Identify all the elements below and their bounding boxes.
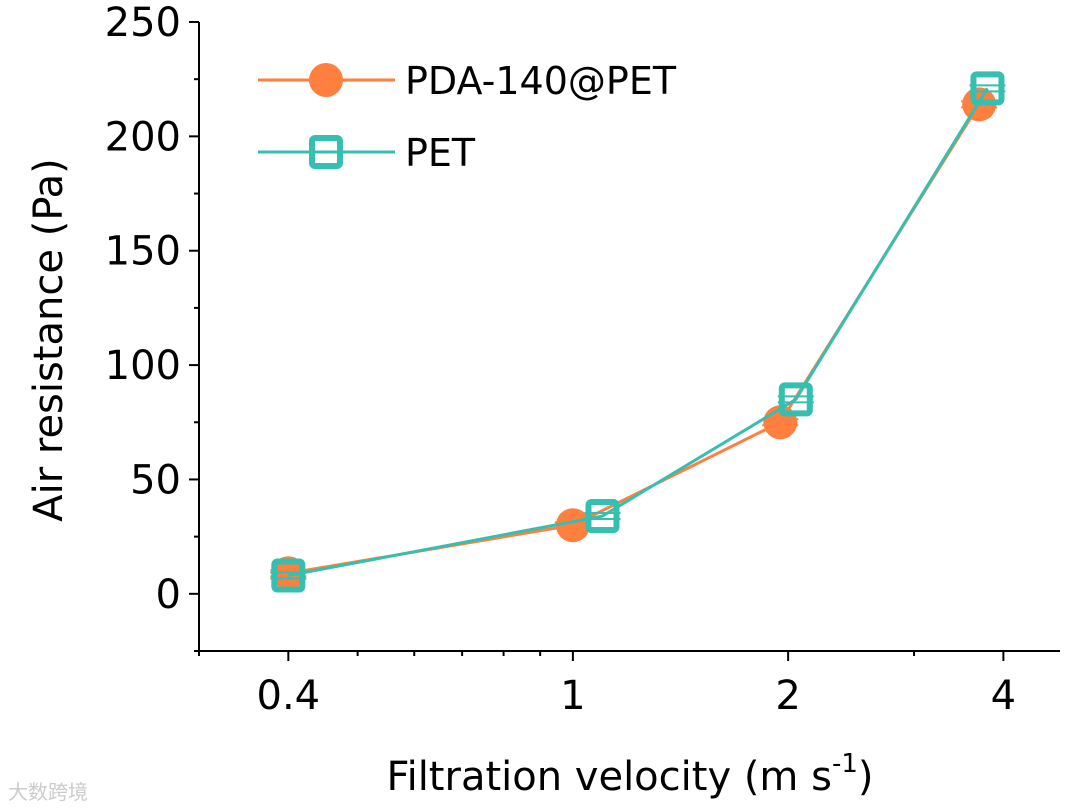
x-axis-label-sup: -1 [832,749,858,779]
legend-marker [309,135,343,169]
data-point [271,558,306,593]
watermark: 大数跨境 [8,780,88,804]
y-axis-label: Air resistance (Pa) [26,158,72,522]
x-axis-label: Filtration velocity (m s-1) [386,749,873,800]
series-line [288,87,989,577]
y-tick-label: 200 [105,114,181,160]
y-tick-label: 150 [105,229,181,275]
data-point [970,71,1005,106]
data-point [555,508,590,543]
y-tick-label: 100 [105,343,181,389]
legend-item: PDA-140@PET [258,59,677,103]
legend: PDA-140@PET PET [258,59,677,175]
y-tick-label: 250 [105,0,181,46]
x-tick-label: 0.4 [257,673,321,719]
x-tick-label: 4 [991,673,1016,719]
legend-label: PET [405,131,476,175]
series-pet [270,71,1006,593]
series-group [270,71,1006,593]
x-tick-label: 2 [775,673,800,719]
x-axis-label-end: ) [858,754,874,800]
y-tick-label: 50 [130,457,181,503]
y-tick-label: 0 [156,572,181,618]
data-point [585,499,620,534]
series-line [288,103,981,575]
axes: 0 50 100 150 200 250 0.4 1 2 4 [105,0,1060,719]
legend-marker [309,63,343,97]
x-tick-label: 1 [560,673,585,719]
legend-item: PET [258,131,476,175]
series-pda-140-pet [270,87,998,591]
legend-label: PDA-140@PET [405,59,677,103]
x-axis-label-main: Filtration velocity (m s [386,754,831,800]
data-point [778,382,813,417]
